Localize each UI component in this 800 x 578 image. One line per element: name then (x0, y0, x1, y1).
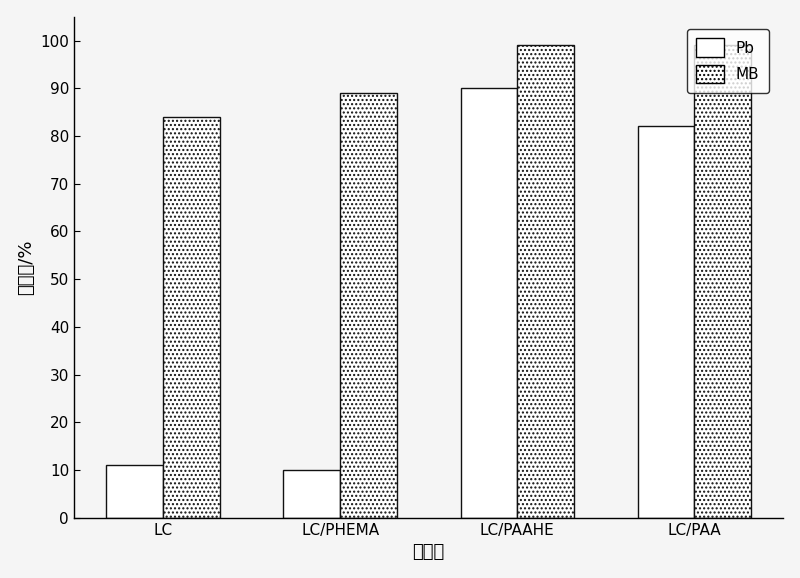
Bar (283, 470, 340, 518)
Bar (638, 127, 694, 518)
Y-axis label: 去除率/%: 去除率/% (17, 239, 34, 295)
Bar (694, 45, 751, 518)
X-axis label: 吸附剂: 吸附剂 (413, 543, 445, 561)
Bar (518, 45, 574, 518)
Legend: Pb, MB: Pb, MB (687, 29, 769, 92)
Bar (461, 88, 518, 518)
Bar (340, 93, 397, 518)
Bar (163, 117, 219, 518)
Bar (106, 465, 163, 518)
